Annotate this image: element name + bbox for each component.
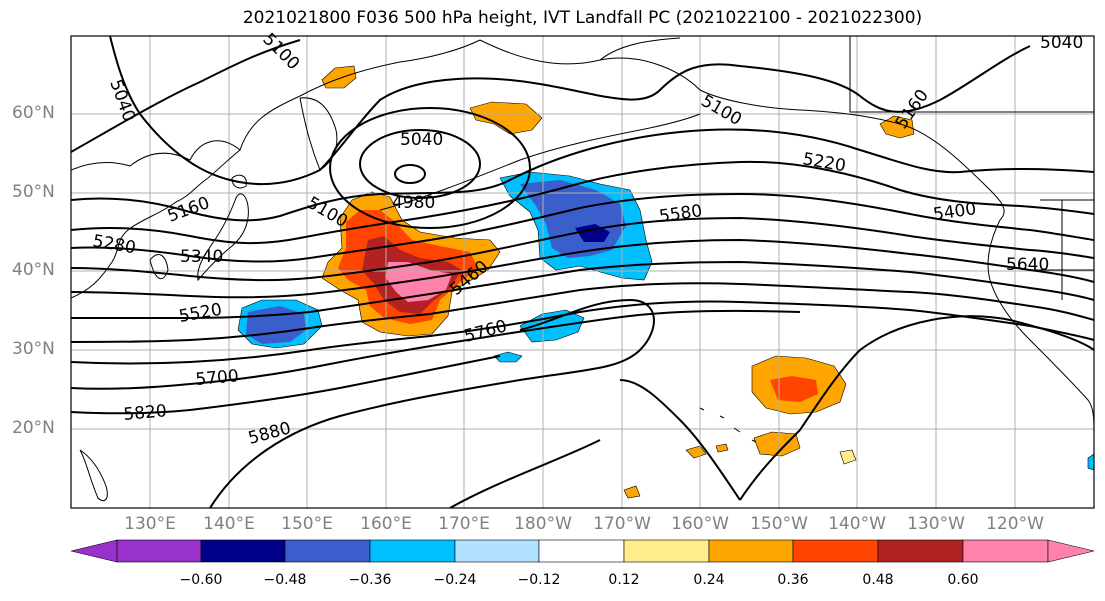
ivt-negative-small [493,351,523,363]
lon-label: 140°W [828,514,886,534]
colorbar-tick: −0.24 [433,572,477,588]
height-contours [71,36,1094,508]
lat-label: 20°N [12,418,55,438]
colorbar-tick: −0.12 [517,572,561,588]
colorbar-tick: 0.24 [693,572,725,588]
lon-label: 120°W [986,514,1044,534]
colorbar-bin [454,539,540,563]
lon-label: 150°E [281,514,333,534]
lat-label: 40°N [12,260,55,280]
colorbar-extend-high [1047,539,1095,563]
graticule [71,36,1094,508]
contour-label: 5340 [180,247,223,267]
contour-label: 5640 [1006,255,1049,275]
colorbar-extend-low [70,539,118,563]
colorbar-bin [792,539,879,563]
colorbar-tick: 0.12 [608,572,640,588]
lon-label: 180°W [514,514,572,534]
map-frame-bg [71,36,1094,508]
colorbar-bin [623,539,710,563]
ivt-negative-small [1087,453,1094,471]
colorbar-bin [538,539,625,563]
lon-label: 130°W [907,514,965,534]
lon-label: 170°E [438,514,490,534]
colorbar-bin [962,539,1049,563]
colorbar-bin [116,539,202,563]
contour-label: 5040 [1040,33,1083,53]
colorbar-tick: −0.36 [348,572,392,588]
contour-label: 4980 [392,193,435,213]
ivt-positive-small [685,445,707,459]
colorbar-bin [708,539,794,563]
map-title: 2021021800 F036 500 hPa height, IVT Land… [242,8,923,28]
lon-label: 130°E [124,514,176,534]
colorbar-bin [877,539,964,563]
ivt-positive-peak [386,262,452,302]
contour-label: 5820 [123,401,168,425]
lat-label: 60°N [12,103,55,123]
ivt-positive-small [839,449,857,465]
colorbar-tick: 0.60 [947,572,979,588]
lat-label: 50°N [12,182,55,202]
colorbar [70,539,1095,563]
lon-label: 160°E [360,514,412,534]
colorbar-tick: 0.36 [777,572,809,588]
ivt-positive-small [753,431,801,457]
lon-label: 150°W [750,514,808,534]
contour-label: 5700 [195,366,240,390]
map-frame-border [70,35,1095,509]
colorbar-bin [369,539,456,563]
colorbar-tick: 0.48 [862,572,894,588]
ivt-positive-small [715,443,729,453]
ivt-positive-inner [770,376,818,402]
colorbar-tick: −0.48 [263,572,307,588]
lon-label: 170°W [593,514,651,534]
ivt-positive-small [469,101,543,135]
colorbar-bin [200,539,286,563]
ivt-positive-small [623,485,641,499]
lon-label: 160°W [671,514,729,534]
colorbar-tick: −0.60 [179,572,223,588]
lat-label: 30°N [12,339,55,359]
contour-label: 5040 [400,130,443,150]
lon-label: 140°E [203,514,255,534]
colorbar-bin [284,539,371,563]
